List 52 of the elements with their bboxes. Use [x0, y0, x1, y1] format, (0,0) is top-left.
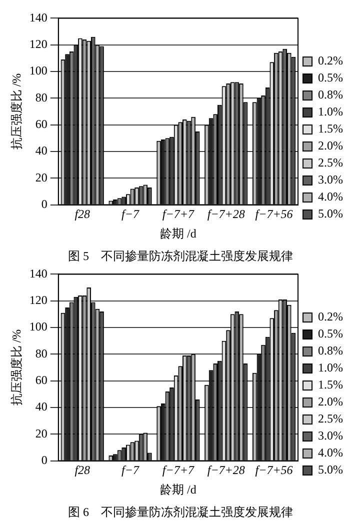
y-tick-label: 100: [29, 64, 48, 78]
legend-label: 0.2%: [318, 310, 344, 324]
y-tick-label: 0: [41, 196, 48, 211]
legend-label: 0.5%: [318, 70, 344, 85]
legend-label: 0.8%: [318, 88, 344, 102]
legend-label: 2.5%: [318, 156, 344, 170]
x-tick-label: f28: [74, 207, 90, 222]
x-tick-label: f−7: [122, 463, 140, 478]
y-axis-title: 抗压强度比 /%: [9, 73, 24, 150]
y-tick-label: 120: [29, 293, 48, 308]
legend-label: 5.0%: [318, 206, 344, 221]
y-tick-label: 140: [29, 266, 48, 280]
legend-label: 0.2%: [318, 54, 344, 68]
x-tick-label: f−7+56: [255, 207, 293, 222]
x-tick-label: f−7: [122, 207, 140, 222]
legend-label: 2.0%: [318, 138, 344, 153]
legend-label: 4.0%: [318, 446, 344, 460]
x-tick-label: f−7+7: [162, 207, 195, 222]
y-tick-label: 0: [41, 452, 48, 467]
legend-label: 0.5%: [318, 326, 344, 341]
y-tick-label: 120: [29, 37, 48, 52]
x-tick-label: f28: [74, 463, 90, 478]
legend-label: 1.0%: [318, 104, 344, 119]
legend-label: 2.0%: [318, 394, 344, 409]
y-tick-label: 40: [35, 400, 48, 414]
x-tick-label: f−7+56: [255, 463, 293, 478]
y-tick-label: 40: [35, 144, 48, 158]
y-tick-label: 60: [35, 372, 48, 387]
y-tick-label: 80: [35, 90, 48, 104]
legend-label: 4.0%: [318, 190, 344, 204]
y-tick-label: 140: [29, 10, 48, 24]
legend-label: 1.5%: [318, 378, 344, 392]
legend-label: 1.5%: [318, 122, 344, 136]
legend-label: 2.5%: [318, 412, 344, 426]
y-tick-label: 80: [35, 346, 48, 360]
x-tick-label: f−7+28: [207, 207, 245, 222]
x-tick-label: f−7+28: [207, 463, 245, 478]
text: 图 6 不同掺量防冻剂混凝土强度发展规律: [68, 504, 293, 519]
x-axis-title: 龄期 /d: [160, 226, 196, 241]
legend-label: 3.0%: [318, 172, 344, 187]
x-tick-label: f−7+7: [162, 463, 195, 478]
x-axis-title: 龄期 /d: [160, 482, 196, 497]
y-tick-label: 100: [29, 320, 48, 334]
legend-label: 1.0%: [318, 360, 344, 375]
legend-label: 0.8%: [318, 344, 344, 358]
y-tick-label: 60: [35, 116, 48, 131]
y-tick-label: 20: [35, 426, 48, 440]
legend-label: 3.0%: [318, 428, 344, 443]
legend-label: 5.0%: [318, 462, 344, 477]
text: 图 5 不同掺量防冻剂混凝土强度发展规律: [68, 248, 293, 263]
y-tick-label: 20: [35, 170, 48, 184]
y-axis-title: 抗压强度比 /%: [9, 329, 24, 406]
